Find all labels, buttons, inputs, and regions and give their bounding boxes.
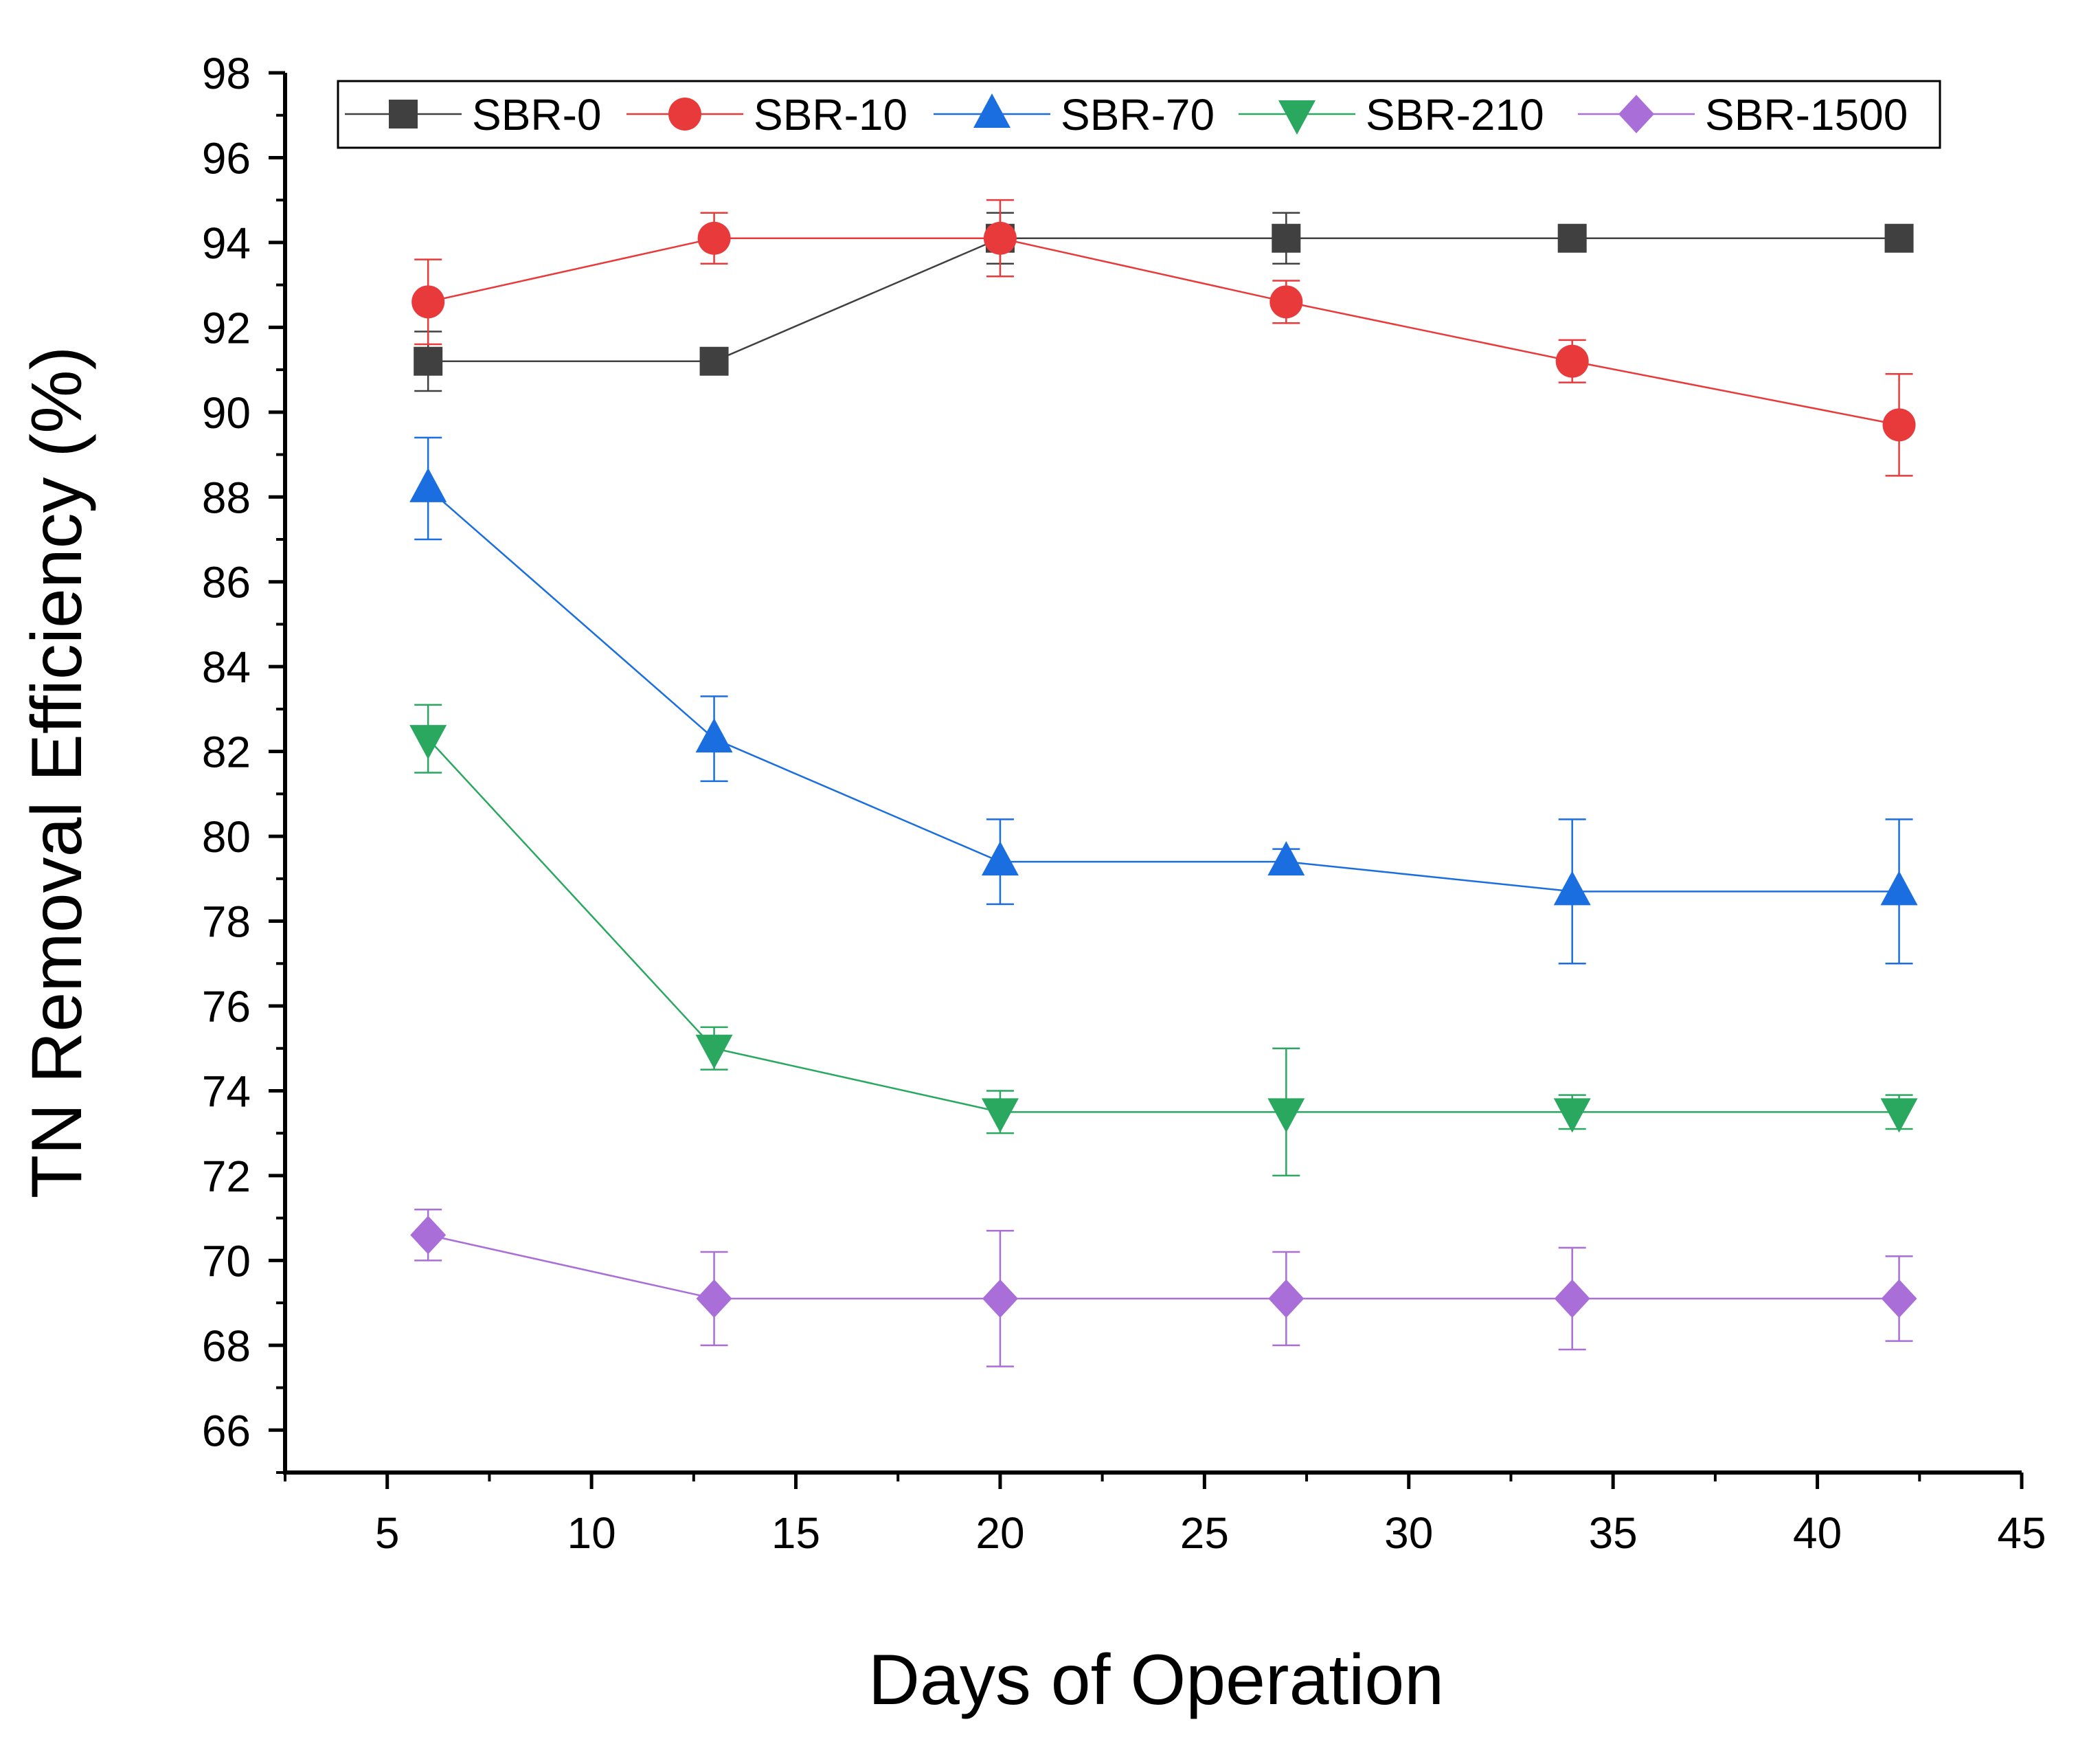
y-tick-label: 78 xyxy=(202,897,251,947)
data-point xyxy=(1269,285,1303,319)
y-tick-label: 98 xyxy=(202,49,251,98)
data-point xyxy=(414,346,443,376)
data-point xyxy=(983,221,1017,255)
data-point xyxy=(411,285,445,319)
series-SBR-0 xyxy=(414,212,1914,392)
legend-marker xyxy=(973,93,1011,128)
legend-marker xyxy=(1618,95,1654,133)
y-tick-label: 96 xyxy=(202,133,251,183)
y-axis-title: TN Removal Efficiency (%) xyxy=(17,346,97,1199)
y-tick-label: 92 xyxy=(202,303,251,352)
series-SBR-210 xyxy=(409,704,1918,1177)
x-tick-label: 25 xyxy=(1180,1508,1229,1558)
x-tick-label: 20 xyxy=(975,1508,1024,1558)
series-line xyxy=(427,738,1899,1113)
y-tick-label: 82 xyxy=(202,728,251,777)
data-point xyxy=(696,1279,732,1318)
data-point xyxy=(1880,871,1918,906)
x-axis-title: Days of Operation xyxy=(868,1640,1444,1720)
data-point xyxy=(1553,1098,1591,1133)
legend-label: SBR-0 xyxy=(472,90,602,139)
series-SBR-70 xyxy=(409,436,1918,965)
legend-marker xyxy=(668,98,701,131)
x-tick-label: 35 xyxy=(1589,1508,1638,1558)
data-point xyxy=(409,467,447,502)
series-SBR-1500 xyxy=(410,1209,1917,1367)
legend-label: SBR-70 xyxy=(1061,90,1215,139)
data-point xyxy=(1267,841,1305,876)
axes-layer xyxy=(283,73,2022,1475)
legend-marker xyxy=(389,100,418,128)
data-point xyxy=(1557,223,1587,253)
data-point xyxy=(981,1098,1019,1133)
y-tick-label: 76 xyxy=(202,982,251,1031)
y-tick-label: 94 xyxy=(202,219,251,268)
data-point xyxy=(982,1279,1018,1318)
data-point xyxy=(697,221,731,255)
legend-entry: SBR-10 xyxy=(626,90,907,139)
y-tick-label: 88 xyxy=(202,473,251,522)
data-point xyxy=(1882,408,1916,442)
x-tick-label: 45 xyxy=(1997,1508,2046,1558)
data-point xyxy=(1555,344,1589,378)
y-tick-label: 80 xyxy=(202,812,251,862)
y-tick-label: 72 xyxy=(202,1152,251,1201)
ticks-layer: 66 68 70 72 74 76 78 80 82 84 86 88 90 92 94 96 98 5 10 15 2… xyxy=(202,49,2046,1558)
series-line xyxy=(428,237,1899,362)
series-layer xyxy=(409,199,1918,1367)
x-tick-label: 5 xyxy=(375,1508,400,1558)
data-point xyxy=(695,1034,733,1069)
legend-marker xyxy=(1278,100,1316,135)
series-line xyxy=(427,1234,1899,1300)
y-tick-label: 84 xyxy=(202,642,251,692)
y-tick-label: 68 xyxy=(202,1321,251,1371)
x-tick-label: 30 xyxy=(1384,1508,1433,1558)
data-point xyxy=(1553,871,1591,906)
x-tick-label: 40 xyxy=(1793,1508,1842,1558)
data-point xyxy=(1880,1098,1918,1133)
data-point xyxy=(699,346,729,376)
y-tick-label: 90 xyxy=(202,388,251,438)
legend-box xyxy=(337,80,1941,149)
data-point xyxy=(695,718,733,753)
series-line xyxy=(427,487,1899,893)
legend-entry: SBR-70 xyxy=(934,90,1215,139)
data-point xyxy=(409,725,447,760)
y-tick-label: 86 xyxy=(202,558,251,607)
data-point xyxy=(1884,223,1914,253)
x-tick-label: 10 xyxy=(567,1508,616,1558)
data-point xyxy=(1554,1279,1590,1318)
legend-entry: SBR-0 xyxy=(345,90,602,139)
series-SBR-10 xyxy=(411,199,1916,477)
data-point xyxy=(1267,1098,1305,1133)
data-point xyxy=(1881,1279,1917,1318)
legend-label: SBR-1500 xyxy=(1705,90,1908,139)
data-point xyxy=(1268,1279,1305,1318)
legend: SBR-0 SBR-10 SBR-70 SBR-210 SBR-1500 xyxy=(337,80,1941,149)
data-point xyxy=(410,1216,447,1255)
y-tick-label: 70 xyxy=(202,1236,251,1286)
y-tick-label: 74 xyxy=(202,1066,251,1116)
data-point xyxy=(981,841,1019,876)
legend-entry: SBR-1500 xyxy=(1578,90,1908,139)
data-point xyxy=(1272,223,1301,253)
x-tick-label: 15 xyxy=(771,1508,820,1558)
y-tick-label: 66 xyxy=(202,1406,251,1455)
legend-label: SBR-10 xyxy=(754,90,907,139)
legend-label: SBR-210 xyxy=(1366,90,1544,139)
series-line xyxy=(427,237,1899,426)
legend-entry: SBR-210 xyxy=(1239,90,1544,139)
